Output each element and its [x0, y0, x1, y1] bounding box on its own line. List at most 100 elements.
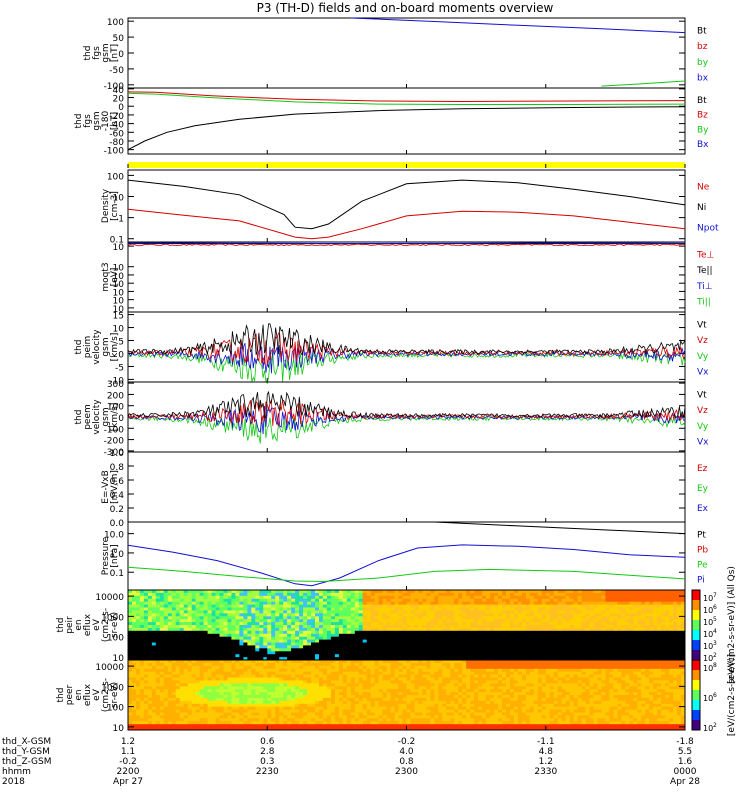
x-row-value: 2300	[395, 767, 418, 777]
legend-vz: Vz	[697, 336, 708, 346]
y-tick-label: 10	[113, 264, 125, 274]
y-tick-label: 0.8	[110, 463, 125, 473]
y-tick-label: 1000	[101, 683, 124, 693]
series-pi-line	[127, 544, 686, 587]
y-tick-label: 40	[113, 86, 125, 96]
x-row-value: 1.6	[678, 757, 693, 767]
legend-npot: Npot	[697, 224, 719, 234]
y-tick-label: 0	[118, 414, 124, 424]
colorbar-frame	[691, 659, 701, 731]
y-axis-label-line: (cm2-s-	[101, 678, 111, 712]
y-axis-label-line: thd	[74, 114, 84, 129]
panel-peir_spec: 10000 1000 100 10 thd peir en eflux eV (cm2-s-sr-…	[56, 589, 686, 664]
y-axis-label-line: fgs	[92, 46, 102, 60]
y-axis-label-line: en	[74, 619, 84, 630]
y-tick-label: 100	[107, 172, 124, 182]
y-tick-label: 10	[113, 305, 125, 315]
x-row-value: 2330	[534, 767, 557, 777]
y-tick-label: 0	[118, 103, 124, 113]
legend-vx: Vx	[697, 367, 709, 377]
y-tick-label: 10000	[95, 663, 124, 673]
y-axis-label-line: eV	[92, 618, 102, 631]
y-tick-label: 100	[107, 18, 124, 28]
y-axis-label-line: peer	[65, 684, 75, 705]
y-axis-label-line: [nT]	[110, 112, 120, 130]
x-row-value: 2230	[256, 767, 279, 777]
series-by-line	[127, 92, 686, 105]
legend-vy: Vy	[697, 352, 709, 362]
y-tick-label: 0.0	[110, 519, 125, 529]
y-tick-label: 10	[113, 243, 125, 253]
x-row-value: Apr 28	[670, 777, 700, 787]
legend-by: By	[697, 125, 709, 135]
colorbar-tick-exponent: 4	[713, 628, 717, 635]
colorbar-tick-exponent: 7	[713, 592, 717, 599]
y-axis-label-line: thd	[74, 340, 84, 355]
y-axis-label-line: moqt3	[101, 262, 111, 291]
panel-peim_velocity: 15 10 5 0 -5 -10 thd peim velocity gsm [km/s] Vt Vz V…	[74, 311, 709, 386]
colorbar-tick: 10	[703, 642, 713, 651]
y-axis-label-line: fgs	[83, 114, 93, 128]
y-axis-label-line: eflux	[83, 683, 93, 706]
series-red-noise	[127, 398, 686, 427]
legend-ne: Ne	[697, 182, 710, 192]
series-pe-line	[127, 566, 686, 583]
y-axis-label-line: [km/s]	[110, 333, 120, 362]
y-axis-label: thd peim velocity gsm [km/s]	[74, 329, 120, 365]
y-axis-label-line: [km/s]	[110, 403, 120, 432]
y-axis-label: E=-VxB [mV/m]	[101, 470, 120, 504]
y-tick-label: -50	[109, 66, 124, 76]
y-tick-label: -60	[109, 129, 124, 139]
series-pt-line	[434, 521, 686, 535]
legend-bz: bz	[697, 42, 708, 52]
series-bz-line	[127, 91, 686, 103]
x-row-value: -0.2	[398, 737, 416, 747]
x-row-value: -1.1	[537, 737, 555, 747]
panel-frame	[127, 451, 686, 523]
series-bx-line	[127, 106, 686, 151]
colorbar-tick: 10	[703, 724, 713, 733]
legend-vx: Vx	[697, 437, 709, 447]
panel-efield: 1.0 0.8 0.6 0.4 0.2 0.0 E=-VxB [mV/m] Ez Ey Ex	[101, 449, 709, 529]
x-row-value: 0.6	[260, 737, 275, 747]
x-row-name: thd_Y-GSM	[2, 747, 50, 757]
y-tick-label: -100	[104, 147, 125, 157]
colorbar-label: [eV/(cm2-s-sr-eV)]	[727, 654, 737, 736]
y-axis-label-line: thd	[83, 46, 93, 61]
y-axis-label-line: E=-VxB	[101, 470, 111, 504]
colorbar-tick-exponent: 6	[713, 604, 717, 611]
y-tick-label: 1.0	[110, 550, 125, 560]
legend-bx: bx	[697, 73, 709, 83]
y-tick-label: -300	[104, 448, 125, 458]
y-axis-label: thd peer en eflux eV (cm2-s-sr-eV)	[56, 678, 120, 712]
x-axis-labels: thd_X-GSM 1.2 0.6 -0.2 -1.1 -1.8 thd_Y-GSM 1.1 2…	[2, 737, 700, 787]
x-row-value: 1.1	[121, 747, 135, 757]
y-axis-label-line: thd	[56, 618, 66, 633]
legend-bt: Bt	[697, 27, 707, 37]
series-bt-line	[350, 17, 686, 34]
colorbar-tick-exponent: 3	[713, 640, 717, 647]
legend-te||: Te||	[696, 266, 713, 276]
y-tick-label: -100	[104, 425, 125, 435]
y-tick-label: 5	[118, 338, 124, 348]
plot-title: P3 (TH-D) fields and on-board moments ov…	[257, 1, 554, 15]
series-ne-line	[127, 208, 686, 240]
y-axis-label-line: gsm	[92, 111, 102, 130]
x-row-name: thd_X-GSM	[2, 737, 51, 747]
legend-by: by	[697, 58, 709, 68]
colorbar-tick: 10	[703, 694, 713, 703]
y-axis-label-line: gsm	[101, 337, 111, 356]
x-row-name: 2018	[2, 777, 25, 787]
colorbar-tick: 10	[703, 664, 713, 673]
y-axis-label-line: en	[74, 689, 84, 700]
legend-ez: Ez	[697, 464, 708, 474]
y-tick-label: 20	[113, 95, 125, 105]
panel-peer_spec: 10000 1000 100 10 thd peer en eflux eV (cm2-s-sr-…	[56, 659, 686, 734]
legend-pe: Pe	[697, 561, 708, 571]
y-axis-label-line: sr-eV)	[110, 682, 120, 708]
x-row-value: 4.0	[399, 747, 414, 757]
